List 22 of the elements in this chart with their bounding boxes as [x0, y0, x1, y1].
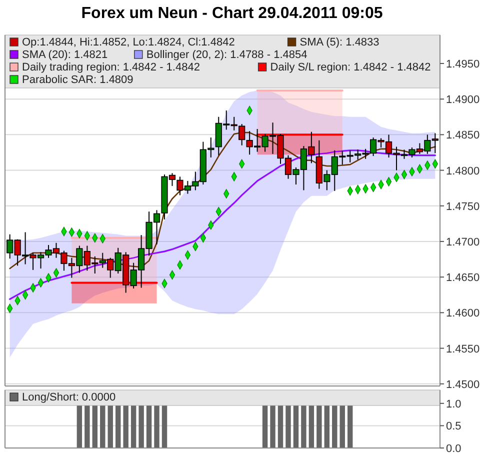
- y-tick-label: 1.4650: [446, 272, 480, 284]
- legend-label: SMA (20): 1.4821: [22, 49, 108, 61]
- legend-label: Op:1.4844, Hi:1.4852, Lo:1.4824, Cl:1.4842: [22, 36, 235, 48]
- y-tick-label: 1.4750: [446, 200, 480, 213]
- y-tick-label: 0.0: [446, 443, 462, 455]
- legend-label: Parabolic SAR: 1.4809: [22, 74, 134, 86]
- legend-label: Long/Short: 0.0000: [22, 392, 116, 404]
- y-tick-label: 1.4800: [446, 165, 480, 178]
- y-tick-label: 1.4550: [446, 343, 480, 356]
- y-tick-label: 1.4500: [446, 378, 480, 391]
- y-tick-label: 1.4700: [446, 236, 480, 248]
- y-tick-label: 1.4950: [446, 58, 480, 70]
- y-tick-label: 0.5: [446, 420, 462, 433]
- legend-label: Daily S/L region: 1.4842 - 1.4842: [270, 62, 431, 74]
- y-tick-label: 1.4900: [446, 94, 480, 106]
- legend-label: Daily trading region: 1.4842 - 1.4842: [22, 62, 200, 74]
- y-tick-label: 1.4850: [446, 130, 480, 142]
- y-tick-label: 1.0: [446, 398, 462, 410]
- chart-title: Forex um Neun - Chart 29.04.2011 09:05: [81, 5, 383, 22]
- y-tick-label: 1.4600: [446, 308, 480, 320]
- legend-label: Bollinger (20, 2): 1.4788 - 1.4854: [146, 49, 308, 61]
- legend-label: SMA (5): 1.4833: [300, 36, 380, 48]
